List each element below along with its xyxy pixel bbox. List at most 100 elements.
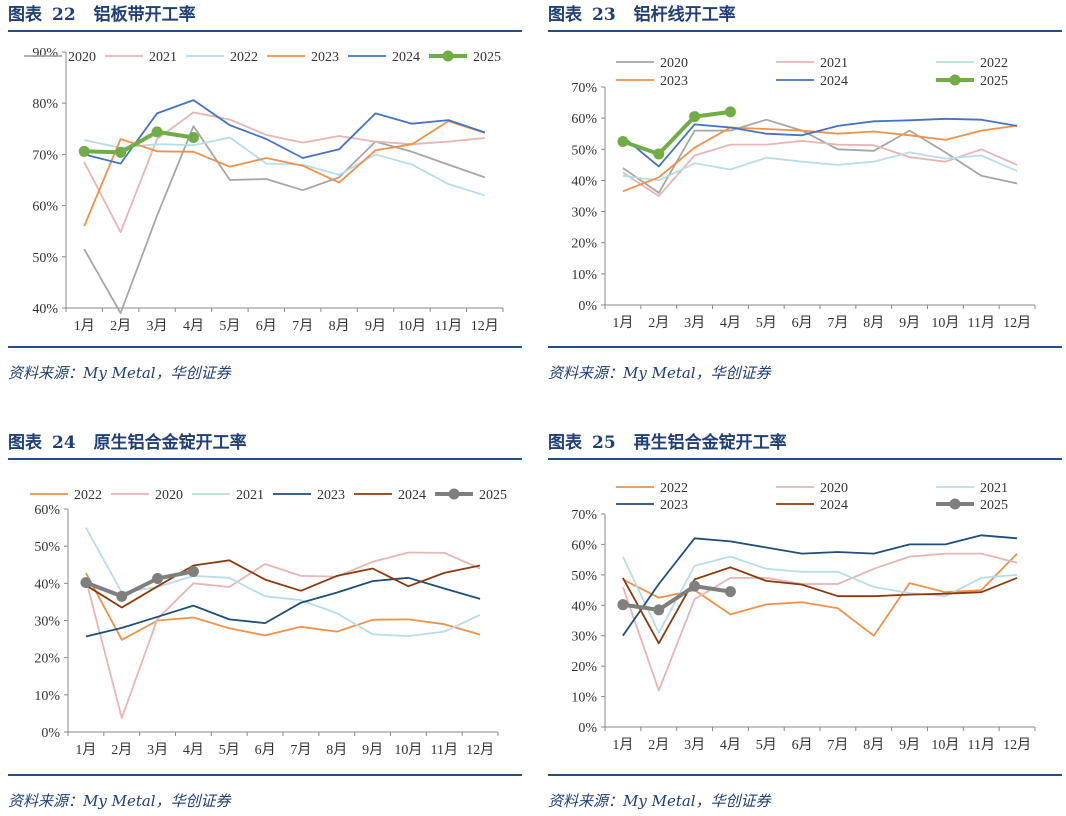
series-line-2021 bbox=[85, 527, 481, 638]
y-tick-label: 40% bbox=[571, 174, 597, 189]
legend-label-2022: 2022 bbox=[74, 488, 102, 503]
x-tick-label: 10月 bbox=[394, 742, 422, 758]
y-tick-label: 40% bbox=[32, 302, 58, 317]
x-tick-label: 4月 bbox=[720, 737, 741, 753]
x-tick-label: 7月 bbox=[292, 318, 313, 334]
legend-marker-2025 bbox=[442, 50, 454, 62]
x-tick-label: 10月 bbox=[931, 315, 959, 331]
series-line-2024 bbox=[85, 559, 481, 609]
panel-25: 图表 25 再生铝合金锭开工率 0% 10% 20% 30% 40% 50% 60% 70% 1月 2… bbox=[548, 428, 1062, 812]
y-tick-label: 40% bbox=[571, 599, 597, 614]
x-tick-label: 3月 bbox=[684, 737, 705, 753]
legend-label-2025: 2025 bbox=[473, 50, 501, 65]
x-tick-label: 1月 bbox=[74, 318, 95, 334]
data-point-2025 bbox=[80, 577, 92, 589]
x-tick-label: 3月 bbox=[684, 315, 705, 331]
x-tick-label: 2月 bbox=[648, 315, 669, 331]
legend-label-2023: 2023 bbox=[660, 498, 688, 513]
legend-label-2021: 2021 bbox=[980, 481, 1008, 496]
panel-title: 图表 24 原生铝合金锭开工率 bbox=[8, 428, 247, 458]
y-tick-label: 70% bbox=[571, 81, 597, 96]
legend-label-2021: 2021 bbox=[236, 488, 264, 503]
x-tick-label: 8月 bbox=[863, 315, 884, 331]
x-tick-label: 12月 bbox=[1003, 737, 1031, 753]
series-line-2022 bbox=[622, 151, 1018, 182]
figure-number: 24 bbox=[52, 433, 76, 453]
y-tick-label: 70% bbox=[571, 508, 597, 523]
x-tick-label: 5月 bbox=[756, 737, 777, 753]
x-tick-label: 8月 bbox=[863, 737, 884, 753]
panel-22: 图表 22 铝板带开工率 40% 50% 60% 70% 80% 90% 1月 2月 3月 4月 5月 6… bbox=[8, 0, 522, 382]
x-tick-label: 8月 bbox=[329, 318, 350, 334]
x-tick-label: 10月 bbox=[931, 737, 959, 753]
series-line-2023 bbox=[622, 124, 1018, 193]
source-note: 资料来源：My Metal，华创证券 bbox=[8, 364, 231, 382]
legend-label-2022: 2022 bbox=[230, 50, 258, 65]
figure-number: 23 bbox=[592, 5, 616, 25]
x-tick-label: 3月 bbox=[147, 318, 168, 334]
data-point-2025 bbox=[151, 126, 163, 138]
y-tick-label: 0% bbox=[578, 721, 597, 736]
series-line-2020 bbox=[622, 552, 1018, 692]
x-tick-label: 12月 bbox=[466, 742, 494, 758]
title-prefix: 图表 bbox=[8, 5, 42, 25]
data-point-2025 bbox=[78, 145, 90, 157]
title-prefix: 图表 bbox=[548, 433, 582, 453]
chart-24: 0% 10% 20% 30% 40% 50% 60% 1月 2月 3月 4月 5月 6月 7月 8月 9月 10… bbox=[30, 488, 507, 758]
title-rule bbox=[8, 30, 522, 32]
y-tick-label: 0% bbox=[578, 299, 597, 314]
y-tick-label: 80% bbox=[32, 97, 58, 112]
legend-marker-2025 bbox=[448, 488, 460, 500]
x-tick-label: 4月 bbox=[183, 742, 204, 758]
bottom-rule bbox=[8, 774, 522, 776]
y-tick-label: 10% bbox=[571, 268, 597, 283]
x-tick-label: 4月 bbox=[720, 315, 741, 331]
x-tick-label: 11月 bbox=[968, 737, 995, 753]
series-line-2024 bbox=[622, 117, 1018, 168]
series-line-2021 bbox=[83, 111, 485, 234]
x-tick-label: 4月 bbox=[183, 318, 204, 334]
title-prefix: 图表 bbox=[8, 433, 42, 453]
panel-title: 图表 23 铝杆线开工率 bbox=[548, 0, 736, 30]
source-note: 资料来源：My Metal，华创证券 bbox=[548, 364, 771, 382]
title-text: 再生铝合金锭开工率 bbox=[633, 433, 787, 453]
x-tick-label: 6月 bbox=[792, 315, 813, 331]
series-line-2022 bbox=[84, 136, 486, 197]
legend-label-2021: 2021 bbox=[149, 50, 177, 65]
chart-22: 40% 50% 60% 70% 80% 90% 1月 2月 3月 4月 5月 6月 7月 8月 9月 10月 1… bbox=[24, 46, 504, 334]
y-tick-label: 10% bbox=[571, 691, 597, 706]
series-line-2025 bbox=[622, 109, 731, 156]
y-tick-label: 50% bbox=[34, 540, 60, 555]
series-line-2025 bbox=[85, 569, 194, 599]
figure-number: 25 bbox=[592, 433, 616, 453]
y-tick-label: 30% bbox=[571, 630, 597, 645]
legend-label-2023: 2023 bbox=[311, 50, 339, 65]
legend-label-2024: 2024 bbox=[820, 74, 848, 89]
legend-marker-2025 bbox=[949, 498, 961, 510]
y-tick-label: 30% bbox=[571, 206, 597, 221]
data-point-2025 bbox=[187, 132, 199, 144]
legend-label-2023: 2023 bbox=[660, 74, 688, 89]
x-tick-label: 2月 bbox=[110, 318, 131, 334]
x-tick-label: 7月 bbox=[827, 737, 848, 753]
legend-label-2023: 2023 bbox=[317, 488, 345, 503]
title-rule bbox=[548, 458, 1062, 460]
y-tick-label: 40% bbox=[34, 577, 60, 592]
series-line-2022 bbox=[85, 572, 481, 641]
series-line-2020 bbox=[622, 118, 1018, 194]
series-line-2021 bbox=[622, 140, 1018, 197]
x-tick-label: 8月 bbox=[326, 742, 347, 758]
data-point-2025 bbox=[617, 599, 629, 611]
data-point-2025 bbox=[689, 580, 701, 592]
panel-title: 图表 22 铝板带开工率 bbox=[8, 0, 196, 30]
x-tick-label: 9月 bbox=[899, 737, 920, 753]
x-tick-label: 1月 bbox=[75, 742, 96, 758]
x-tick-label: 5月 bbox=[219, 742, 240, 758]
x-tick-label: 7月 bbox=[290, 742, 311, 758]
x-tick-label: 7月 bbox=[827, 315, 848, 331]
legend-label-2025: 2025 bbox=[980, 498, 1008, 513]
y-tick-label: 70% bbox=[32, 148, 58, 163]
data-point-2025 bbox=[724, 586, 736, 598]
series-line-2025 bbox=[84, 129, 194, 155]
title-text: 铝板带开工率 bbox=[93, 5, 196, 25]
